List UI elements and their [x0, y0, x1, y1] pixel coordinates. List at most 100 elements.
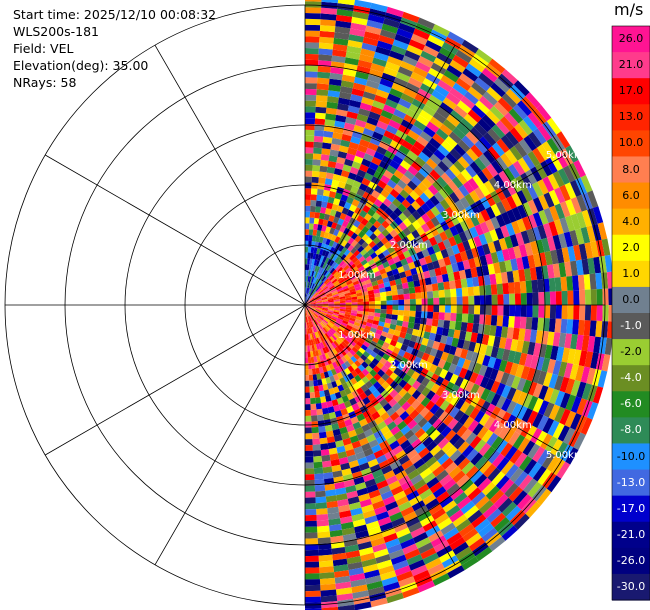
velocity-gate: [341, 74, 356, 83]
velocity-gate: [312, 432, 320, 440]
velocity-gate: [352, 324, 360, 330]
velocity-gate: [580, 226, 591, 244]
velocity-gate: [500, 442, 513, 457]
velocity-gate: [440, 426, 452, 438]
velocity-gate: [320, 449, 330, 456]
velocity-gate: [427, 34, 445, 47]
velocity-gate: [305, 71, 318, 78]
velocity-gate: [377, 193, 387, 203]
velocity-gate: [336, 493, 348, 501]
velocity-gate: [357, 379, 366, 388]
velocity-gate: [391, 314, 398, 321]
velocity-gate: [390, 554, 407, 566]
velocity-gate: [333, 386, 340, 394]
velocity-gate: [331, 399, 339, 407]
velocity-gate: [521, 340, 530, 354]
velocity-gate: [505, 181, 517, 196]
velocity-gate: [421, 421, 433, 433]
velocity-gate: [320, 312, 327, 316]
velocity-gate: [389, 229, 398, 238]
velocity-gate: [411, 98, 426, 110]
velocity-gate: [305, 404, 311, 411]
velocity-gate: [454, 252, 463, 263]
velocity-gate: [314, 278, 319, 285]
colorbar-tick-label: 13.0: [618, 110, 644, 124]
velocity-gate: [355, 252, 363, 260]
velocity-gate: [342, 68, 357, 77]
velocity-gate: [446, 532, 463, 546]
velocity-gate: [395, 527, 411, 539]
velocity-gate: [332, 173, 341, 182]
velocity-gate: [359, 392, 368, 401]
velocity-gate: [333, 295, 340, 299]
velocity-gate: [329, 343, 335, 350]
velocity-gate: [337, 604, 356, 610]
velocity-gate: [460, 95, 476, 110]
velocity-gate: [587, 335, 596, 353]
velocity-gate: [511, 206, 522, 221]
velocity-gate: [305, 0, 322, 2]
velocity-gate: [330, 288, 337, 293]
velocity-gate: [328, 190, 337, 199]
velocity-gate: [355, 316, 362, 321]
velocity-gate: [414, 505, 429, 517]
velocity-gate: [366, 269, 374, 276]
velocity-gate: [557, 168, 570, 185]
velocity-gate: [406, 108, 420, 120]
velocity-gate: [437, 144, 450, 157]
velocity-gate: [429, 116, 443, 129]
velocity-gate: [323, 213, 330, 221]
velocity-gate: [331, 55, 346, 63]
velocity-gate: [332, 241, 338, 249]
velocity-gate: [564, 410, 577, 428]
velocity-gate: [420, 547, 437, 560]
velocity-gate: [357, 245, 365, 253]
velocity-gate: [325, 113, 337, 121]
velocity-gate: [541, 452, 556, 469]
velocity-gate: [312, 350, 317, 357]
velocity-gate: [358, 278, 365, 284]
velocity-gate: [340, 194, 349, 202]
velocity-gate: [330, 535, 344, 543]
velocity-gate: [449, 487, 464, 501]
velocity-gate: [351, 310, 358, 314]
velocity-gate: [334, 26, 351, 35]
velocity-gate: [495, 382, 506, 396]
velocity-gate: [336, 205, 344, 213]
velocity-gate: [390, 485, 404, 496]
velocity-gate: [424, 255, 433, 264]
velocity-gate: [514, 142, 528, 158]
velocity-gate: [402, 263, 411, 272]
velocity-gate: [399, 331, 407, 339]
velocity-gate: [554, 375, 564, 391]
velocity-gate: [342, 347, 350, 354]
velocity-gate: [316, 299, 322, 302]
velocity-gate: [324, 288, 330, 293]
instrument-text: WLS200s-181: [13, 24, 99, 39]
velocity-gate: [317, 537, 331, 545]
velocity-gate: [465, 350, 474, 361]
velocity-gate: [330, 234, 337, 242]
velocity-gate: [377, 224, 386, 233]
velocity-gate: [312, 153, 322, 160]
velocity-gate: [513, 245, 522, 259]
velocity-gate: [311, 235, 317, 242]
velocity-gate: [432, 356, 441, 367]
velocity-gate: [357, 301, 364, 305]
velocity-gate: [380, 296, 387, 301]
velocity-gate: [586, 225, 596, 243]
velocity-gate: [306, 310, 309, 317]
velocity-gate: [397, 253, 406, 261]
velocity-gate: [406, 204, 417, 215]
velocity-gate: [328, 306, 335, 309]
colorbar-swatch: [612, 156, 650, 184]
velocity-gate: [319, 572, 335, 580]
velocity-gate: [475, 48, 493, 64]
velocity-gate: [515, 175, 527, 191]
velocity-gate: [318, 314, 325, 320]
velocity-gate: [573, 305, 580, 320]
velocity-gate: [341, 322, 348, 327]
velocity-gate: [448, 345, 457, 356]
velocity-gate: [368, 240, 377, 249]
velocity-gate: [333, 216, 340, 224]
